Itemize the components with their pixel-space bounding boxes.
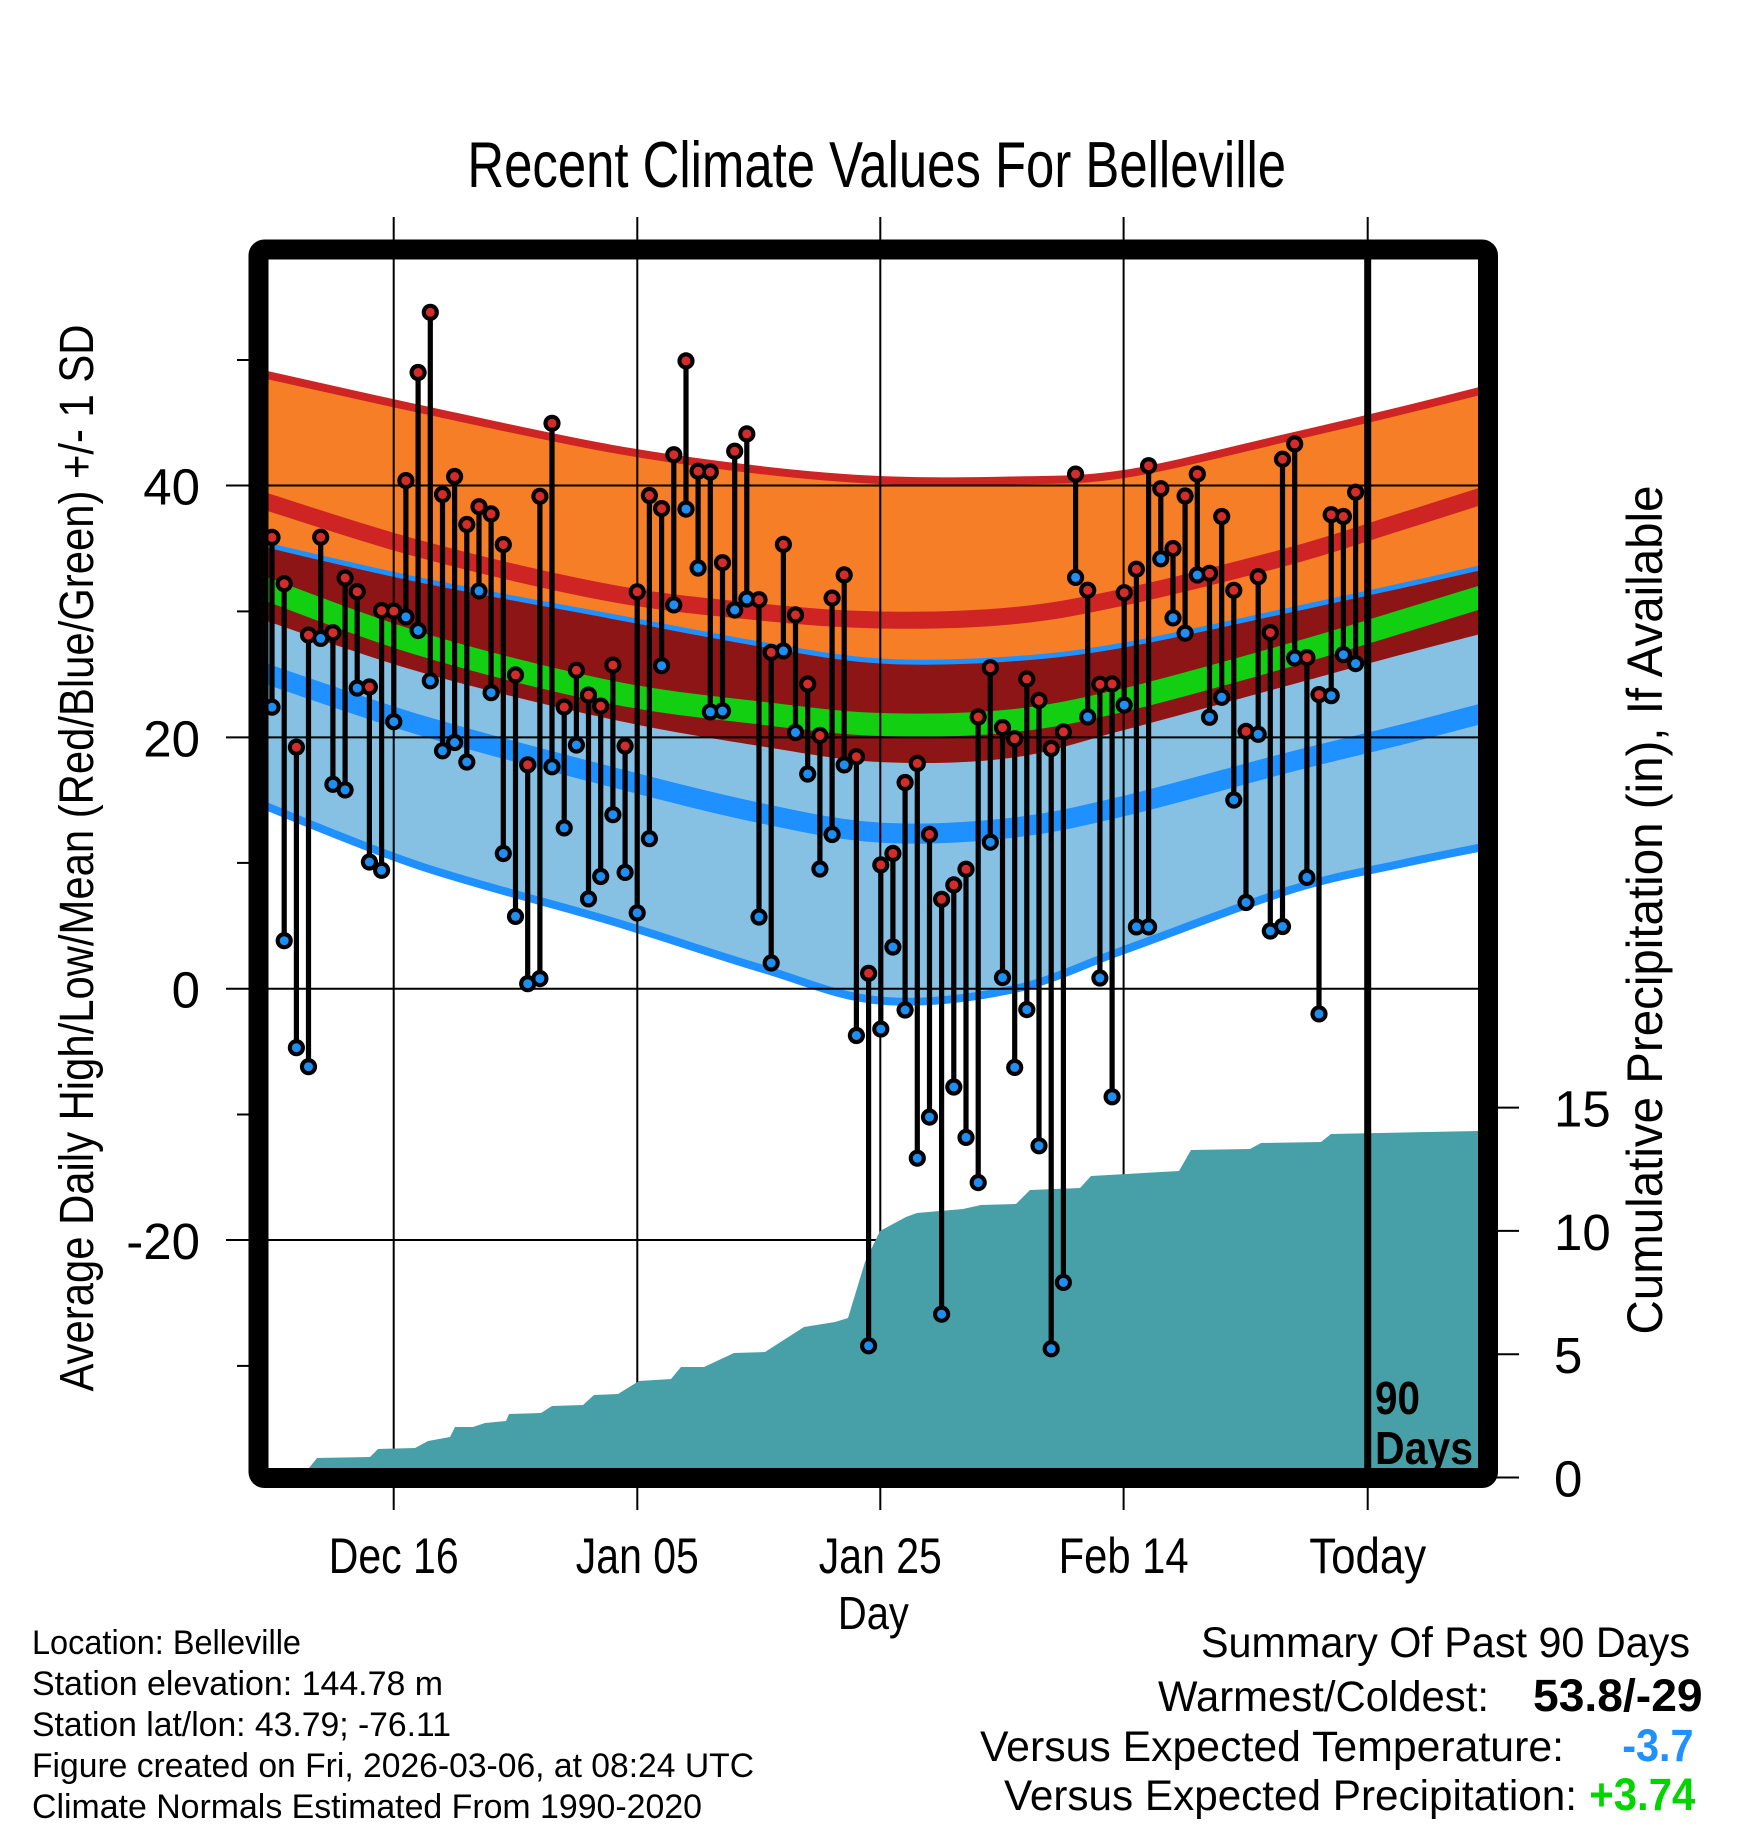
svg-text:0: 0 [172,962,200,1019]
svg-text:Summary Of Past 90 Days: Summary Of Past 90 Days [1201,1619,1690,1667]
svg-text:40: 40 [143,459,200,516]
svg-text:-3.7: -3.7 [1622,1720,1693,1771]
svg-text:Figure created on Fri, 2026-03: Figure created on Fri, 2026-03-06, at 08… [32,1747,754,1785]
svg-text:0: 0 [1554,1451,1582,1508]
svg-text:-20: -20 [126,1213,200,1270]
svg-text:Jan 25: Jan 25 [819,1528,942,1584]
svg-text:20: 20 [143,710,200,767]
svg-text:90: 90 [1375,1372,1420,1424]
svg-text:Days: Days [1375,1422,1473,1474]
svg-text:Today: Today [1309,1528,1426,1584]
svg-text:Feb 14: Feb 14 [1059,1528,1189,1584]
svg-text:Cumulative Precipitation (in),: Cumulative Precipitation (in), If Availa… [1617,486,1673,1335]
svg-text:+3.74: +3.74 [1589,1769,1695,1820]
svg-text:Location: Belleville: Location: Belleville [32,1624,301,1662]
svg-text:Climate Normals Estimated From: Climate Normals Estimated From 1990-2020 [32,1788,702,1826]
svg-text:Day: Day [838,1587,909,1639]
svg-text:Station elevation: 144.78 m: Station elevation: 144.78 m [32,1665,443,1703]
svg-text:53.8/-29: 53.8/-29 [1533,1670,1703,1721]
svg-text:Jan 05: Jan 05 [576,1528,699,1584]
svg-text:Recent Climate Values For Bell: Recent Climate Values For Belleville [467,128,1286,201]
svg-text:Dec 16: Dec 16 [329,1528,459,1584]
svg-text:Versus Expected Precipitation:: Versus Expected Precipitation: [1004,1772,1577,1820]
svg-text:Station lat/lon: 43.79; -76.11: Station lat/lon: 43.79; -76.11 [32,1706,451,1744]
svg-text:15: 15 [1554,1081,1611,1138]
svg-text:Warmest/Coldest:: Warmest/Coldest: [1158,1673,1489,1721]
svg-text:Versus Expected Temperature:: Versus Expected Temperature: [980,1723,1564,1771]
svg-text:5: 5 [1554,1327,1582,1384]
svg-text:Average Daily High/Low/Mean (R: Average Daily High/Low/Mean (Red/Blue/Gr… [51,325,104,1392]
svg-text:10: 10 [1554,1204,1611,1261]
